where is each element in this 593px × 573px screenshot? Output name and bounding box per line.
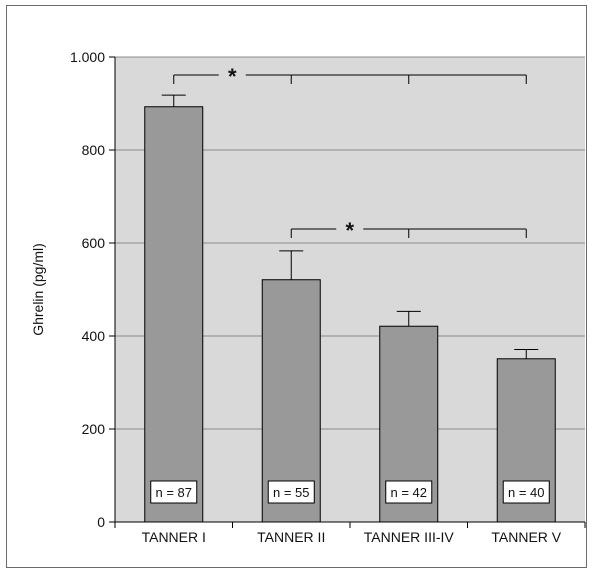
ghrelin-bar-chart: n = 87 n = 55 n = 42 n = 40 ** 020040060080…: [30, 49, 586, 545]
significance-star-1: *: [228, 64, 237, 89]
n-label-1: n = 87: [155, 485, 192, 500]
category-label-2: TANNER II: [257, 529, 325, 545]
y-tick-labels: 0 200 400 600 800 1.000: [70, 49, 105, 530]
n-label-2: n = 55: [273, 485, 310, 500]
n-label-3: n = 42: [390, 485, 427, 500]
y-tick-label-400: 400: [82, 328, 106, 344]
n-label-box-1: [150, 480, 198, 504]
significance-star-2: *: [345, 218, 354, 243]
category-label-1: TANNER I: [142, 529, 206, 545]
significance-brackets: **: [173, 64, 527, 243]
axes: [109, 56, 586, 528]
x-category-labels: TANNER I TANNER II TANNER III-IV TANNER V: [142, 529, 562, 545]
category-label-3: TANNER III-IV: [364, 529, 455, 545]
n-label-box-4: [502, 480, 550, 504]
y-tick-label-200: 200: [82, 421, 106, 437]
y-axis-label: Ghrelin (pg/ml): [30, 243, 46, 336]
n-label-4: n = 40: [508, 485, 545, 500]
y-tick-label-0: 0: [97, 514, 105, 530]
bars: n = 87 n = 55 n = 42 n = 40: [144, 94, 556, 523]
category-label-4: TANNER V: [491, 529, 561, 545]
y-tick-label-800: 800: [82, 142, 106, 158]
figure-frame: n = 87 n = 55 n = 42 n = 40 * * 0 200 400 600 80…: [6, 5, 587, 568]
n-label-box-2: [267, 480, 315, 504]
y-tick-label-600: 600: [82, 235, 106, 251]
y-tick-label-1000: 1.000: [70, 49, 105, 65]
n-label-box-3: [385, 480, 433, 504]
bar-1: [144, 106, 204, 523]
